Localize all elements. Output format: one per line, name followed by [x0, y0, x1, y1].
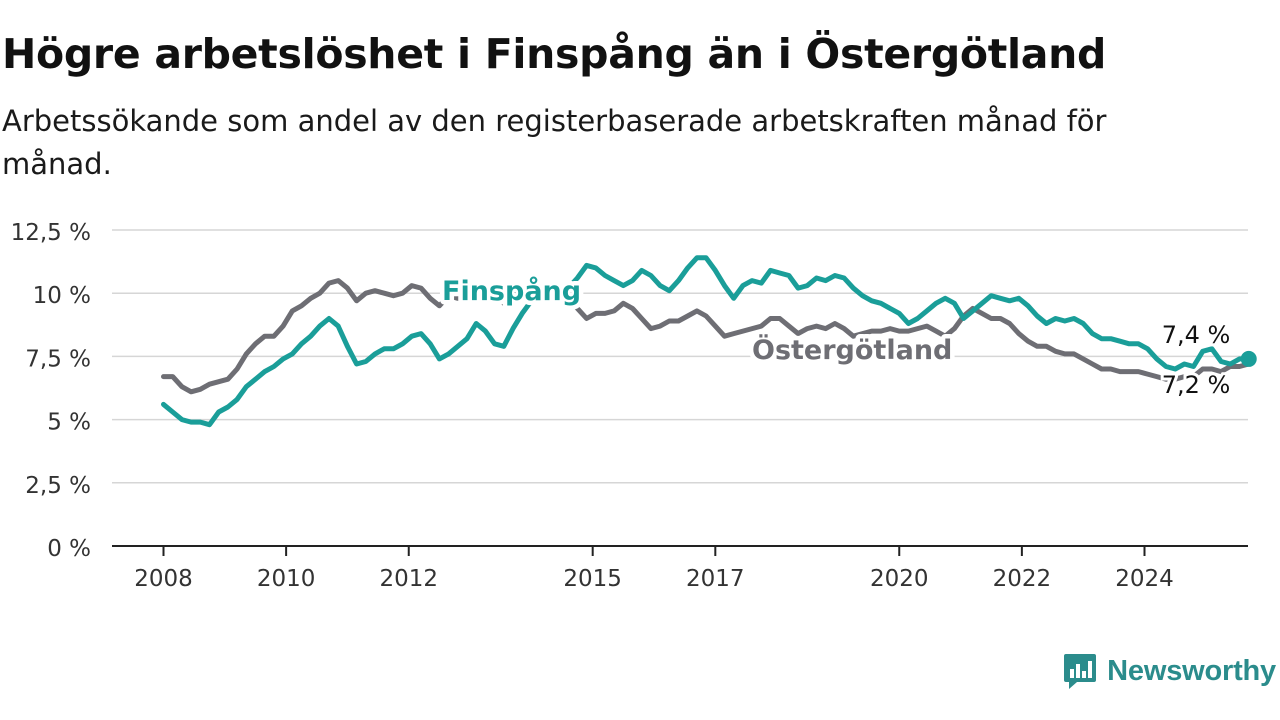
x-tick-label: 2017 — [686, 566, 745, 592]
series-label-ostergotland: Östergötland — [752, 333, 952, 366]
newsworthy-logo-icon — [1064, 654, 1097, 689]
x-axis: 2008 2010 2012 2015 2017 2020 2022 2024 — [112, 545, 1248, 592]
brand-logo: Newsworthy — [1063, 652, 1276, 690]
y-tick-label: 10 % — [33, 283, 91, 309]
series-line-ostergotland — [161, 278, 1252, 395]
grid-lines — [112, 229, 1248, 484]
y-tick-label: 2,5 % — [25, 473, 91, 499]
y-axis: 0 % 2,5 % 5 % 7,5 % 10 % 12,5 % — [11, 220, 91, 562]
last-value-label-ostergotland: 7,2 % — [1162, 371, 1231, 399]
brand-name: Newsworthy — [1107, 654, 1276, 687]
x-tick-label: 2010 — [257, 566, 316, 592]
y-tick-label: 7,5 % — [25, 346, 91, 372]
series-lines — [161, 255, 1257, 428]
annotations: Finspång Östergötland 7,4 % 7,2 % — [438, 271, 1234, 403]
x-tick-label: 2015 — [563, 566, 622, 592]
chart-subtitle: Arbetssökande som andel av den registerb… — [2, 104, 1107, 181]
x-tick-label: 2008 — [134, 566, 193, 592]
y-tick-label: 0 % — [47, 536, 91, 562]
line-chart: 0 %2,5 %5 %7,5 %10 %12,5 % 2008 2010 2012 2… — [11, 220, 1257, 592]
x-tick-label: 2012 — [379, 566, 438, 592]
x-tick-label: 2020 — [870, 566, 929, 592]
end-point-marker — [1240, 350, 1257, 367]
y-tick-label: 12,5 % — [11, 220, 91, 246]
x-tick-label: 2024 — [1115, 566, 1174, 592]
series-label-finspang: Finspång — [442, 275, 581, 307]
x-tick-label: 2022 — [993, 566, 1052, 592]
last-value-label-finspang: 7,4 % — [1162, 321, 1231, 349]
series-line-finspang — [161, 255, 1252, 428]
y-tick-label: 5 % — [47, 410, 91, 436]
chart-title: Högre arbetslöshet i Finspång än i Öster… — [2, 30, 1107, 78]
